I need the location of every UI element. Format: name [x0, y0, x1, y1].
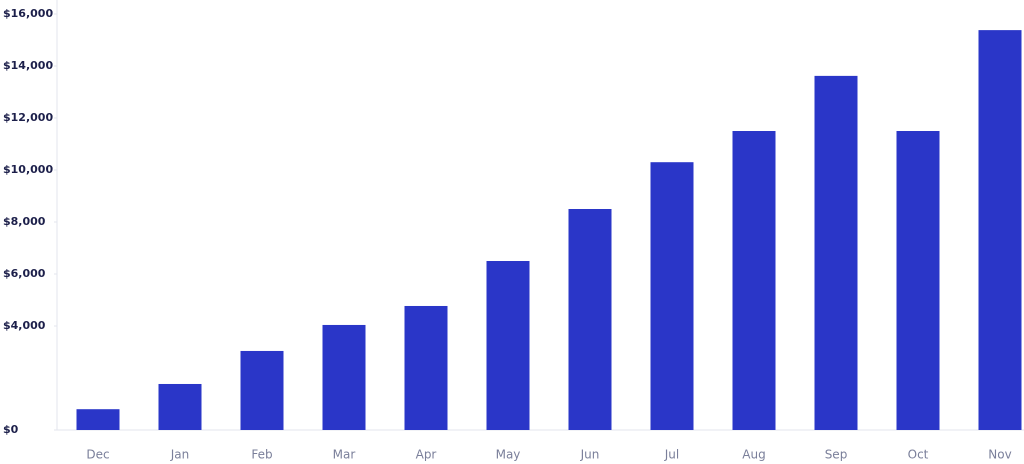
- y-tick-label: $14,000: [3, 59, 53, 72]
- x-tick-label: Jan: [170, 448, 190, 462]
- bar: [486, 261, 530, 430]
- x-tick-label: Jun: [580, 448, 600, 462]
- x-tick-label: Nov: [988, 448, 1011, 462]
- y-tick-label: $16,000: [3, 7, 53, 20]
- bar: [650, 162, 694, 430]
- bar: [732, 131, 776, 430]
- x-tick-label: Sep: [825, 448, 848, 462]
- y-tick-label: $12,000: [3, 111, 53, 124]
- bar: [404, 305, 448, 430]
- bar: [240, 350, 284, 430]
- bar: [896, 131, 940, 430]
- y-tick-label: $10,000: [3, 163, 53, 176]
- x-tick-label: Apr: [416, 448, 437, 462]
- bar: [76, 409, 120, 430]
- x-tick-label: Mar: [333, 448, 356, 462]
- y-tick-label: $0: [3, 423, 19, 436]
- bar: [158, 383, 202, 430]
- y-tick-label: $4,000: [3, 319, 46, 332]
- x-tick-label: May: [496, 448, 521, 462]
- y-tick-label: $6,000: [3, 267, 46, 280]
- y-tick-label: $8,000: [3, 215, 46, 228]
- x-tick-label: Aug: [742, 448, 765, 462]
- bar: [322, 324, 366, 430]
- x-tick-label: Jul: [664, 448, 679, 462]
- bar: [568, 209, 612, 430]
- x-tick-label: Dec: [86, 448, 109, 462]
- x-tick-label: Oct: [908, 448, 929, 462]
- bar: [814, 75, 858, 430]
- bar: [978, 30, 1022, 431]
- x-tick-label: Feb: [251, 448, 272, 462]
